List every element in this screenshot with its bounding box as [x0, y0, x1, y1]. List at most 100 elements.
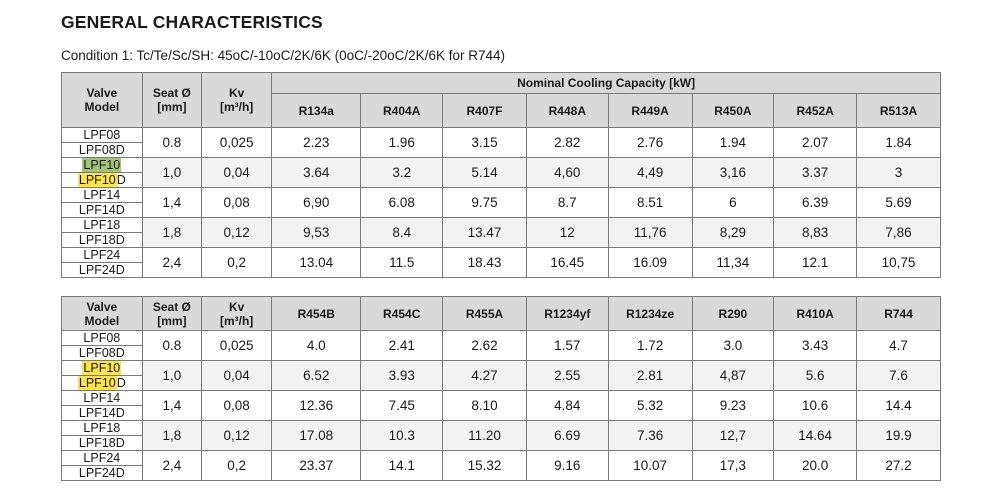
- kv-header: Kv [m³/h]: [201, 72, 273, 128]
- capacity-cell: 4,87: [691, 360, 775, 391]
- capacity-cell: 6: [691, 187, 775, 218]
- capacity-cell: 2.55: [525, 360, 609, 391]
- model-name-d: LPF14D: [78, 406, 125, 420]
- refrigerant-header: R448A: [525, 93, 609, 128]
- capacity-cell: 19.9: [856, 420, 941, 451]
- capacity-cell: 2.76: [607, 127, 693, 158]
- kv-header: Kv [m³/h]: [201, 296, 273, 331]
- refrigerant-header: R410A: [773, 296, 858, 331]
- table-row: LPF24 LPF24D 2,4 0,2 23.37 14.1 15.32 9.16 10.07…: [61, 450, 941, 481]
- capacity-cell: 10,75: [856, 247, 941, 278]
- capacity-cell: 4.27: [442, 360, 527, 391]
- capacity-cell: 4.84: [525, 390, 609, 421]
- kv-cell: 0,12: [201, 217, 273, 248]
- capacity-cell: 7,86: [856, 217, 941, 248]
- capacity-cell: 8.7: [525, 187, 609, 218]
- seat-cell: 1,0: [141, 157, 203, 188]
- capacity-cell: 3.15: [442, 127, 527, 158]
- table-row: LPF08 LPF08D 0.8 0,025 2.23 1.96 3.15 2.82 2.76 1…: [61, 127, 941, 158]
- capacity-cell: 13.04: [271, 247, 362, 278]
- capacity-cell: 23.37: [271, 450, 362, 481]
- kv-cell: 0,04: [201, 157, 273, 188]
- valve-model-header: Valve Model: [61, 72, 143, 128]
- model-name-d: LPF08D: [78, 346, 125, 360]
- capacity-cell: 4.7: [856, 330, 941, 361]
- refrigerant-header: R450A: [691, 93, 775, 128]
- capacity-cell: 3.37: [773, 157, 858, 188]
- valve-model-cell: LPF24 LPF24D: [61, 247, 143, 278]
- capacity-cell: 8.10: [442, 390, 527, 421]
- capacity-cell: 9.16: [525, 450, 609, 481]
- valve-model-cell: LPF14 LPF14D: [61, 390, 143, 421]
- capacity-cell: 10.3: [360, 420, 444, 451]
- capacity-group-header: Nominal Cooling Capacity [kW]: [271, 72, 941, 94]
- capacity-cell: 14.1: [360, 450, 444, 481]
- capacity-cell: 2.81: [607, 360, 693, 391]
- seat-cell: 0.8: [141, 127, 203, 158]
- refrigerant-header: R134a: [271, 93, 362, 128]
- capacity-cell: 11.5: [360, 247, 444, 278]
- valve-model-cell: LPF18 LPF18D: [61, 217, 143, 248]
- kv-cell: 0,04: [201, 360, 273, 391]
- model-suffix: D: [116, 376, 126, 390]
- capacity-cell: 16.45: [525, 247, 609, 278]
- kv-cell: 0,12: [201, 420, 273, 451]
- table-2-body: LPF08 LPF08D 0.8 0,025 4.0 2.41 2.62 1.57 1.72 3.…: [61, 330, 941, 481]
- capacity-cell: 16.09: [607, 247, 693, 278]
- kv-cell: 0,025: [201, 330, 273, 361]
- refrigerant-header: R404A: [360, 93, 444, 128]
- seat-cell: 1,8: [141, 420, 203, 451]
- capacity-table-1: Valve Model Seat Ø [mm] Kv [m³/h] Nominal C…: [61, 72, 941, 278]
- highlight-mark: LPF10: [77, 376, 117, 390]
- capacity-cell: 2.82: [525, 127, 609, 158]
- capacity-cell: 3.2: [360, 157, 444, 188]
- capacity-cell: 8.51: [607, 187, 693, 218]
- capacity-cell: 4,60: [525, 157, 609, 188]
- kv-cell: 0,025: [201, 127, 273, 158]
- capacity-cell: 6.52: [271, 360, 362, 391]
- highlight-mark: LPF10: [82, 361, 122, 375]
- capacity-cell: 12: [525, 217, 609, 248]
- capacity-cell: 3: [856, 157, 941, 188]
- capacity-cell: 7.45: [360, 390, 444, 421]
- capacity-cell: 3.43: [773, 330, 858, 361]
- capacity-cell: 7.6: [856, 360, 941, 391]
- model-name: LPF08: [62, 331, 142, 346]
- capacity-cell: 5.69: [856, 187, 941, 218]
- capacity-cell: 6.39: [773, 187, 858, 218]
- refrigerant-header: R744: [856, 296, 941, 331]
- seat-cell: 1,0: [141, 360, 203, 391]
- capacity-cell: 13.47: [442, 217, 527, 248]
- page-title: GENERAL CHARACTERISTICS: [61, 12, 323, 32]
- model-name-d: LPF10D: [62, 376, 142, 390]
- table-row: LPF18 LPF18D 1,8 0,12 9,53 8.4 13.47 12 11,76 8,2…: [61, 217, 941, 248]
- valve-model-cell: LPF08 LPF08D: [61, 330, 143, 361]
- kv-cell: 0,2: [201, 247, 273, 278]
- highlight-mark: LPF10: [82, 158, 122, 172]
- capacity-cell: 17.08: [271, 420, 362, 451]
- refrigerant-header: R407F: [442, 93, 527, 128]
- capacity-cell: 14.64: [773, 420, 858, 451]
- model-name-d: LPF08D: [78, 143, 125, 157]
- refrigerant-header: R290: [691, 296, 775, 331]
- capacity-cell: 4.0: [271, 330, 362, 361]
- model-suffix: D: [116, 173, 126, 187]
- seat-cell: 2,4: [141, 450, 203, 481]
- capacity-cell: 6.69: [525, 420, 609, 451]
- valve-model-cell: LPF10 LPF10D: [61, 360, 143, 391]
- kv-cell: 0,08: [201, 187, 273, 218]
- capacity-cell: 8,83: [773, 217, 858, 248]
- capacity-cell: 17,3: [691, 450, 775, 481]
- model-name: LPF18: [62, 218, 142, 233]
- capacity-cell: 8,29: [691, 217, 775, 248]
- model-name: LPF08: [62, 128, 142, 143]
- capacity-cell: 6.08: [360, 187, 444, 218]
- model-name-d: LPF24D: [78, 466, 125, 480]
- table-row: LPF14 LPF14D 1,4 0,08 6,90 6.08 9.75 8.7 8.51 6 6.…: [61, 187, 941, 218]
- capacity-table-2: Valve Model Seat Ø [mm] Kv [m³/h] R454B R45…: [61, 296, 941, 481]
- refrigerant-header: R454B: [271, 296, 362, 331]
- seat-cell: 2,4: [141, 247, 203, 278]
- model-name-d: LPF24D: [78, 263, 125, 277]
- capacity-cell: 1.96: [360, 127, 444, 158]
- capacity-cell: 12,7: [691, 420, 775, 451]
